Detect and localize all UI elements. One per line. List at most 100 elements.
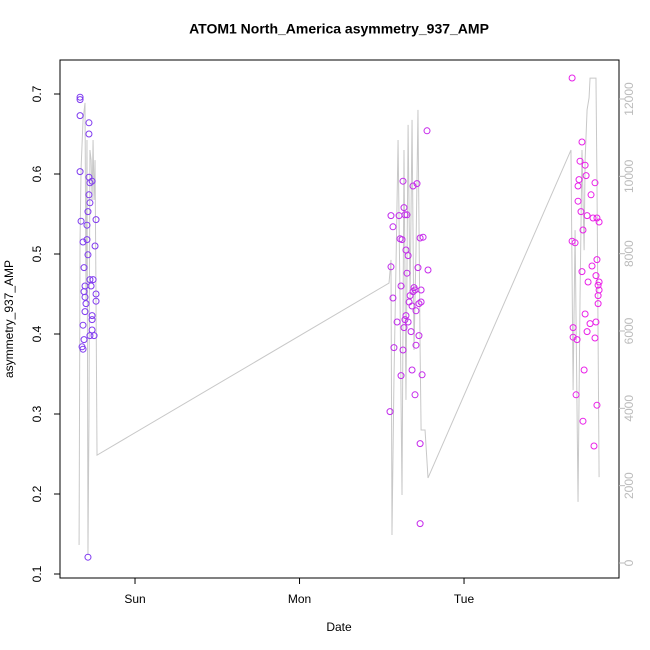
- point: [595, 278, 603, 286]
- point: [592, 272, 600, 280]
- point: [88, 312, 96, 320]
- point: [398, 236, 406, 244]
- point: [572, 391, 580, 399]
- point: [91, 242, 99, 250]
- point: [80, 264, 88, 272]
- y-tick-label: 0.1: [30, 565, 44, 582]
- point: [88, 177, 96, 185]
- point: [86, 332, 94, 340]
- point: [424, 266, 432, 274]
- point: [411, 391, 419, 399]
- point: [416, 440, 424, 448]
- point: [79, 345, 87, 353]
- y2-tick-label: 2000: [622, 472, 636, 499]
- point: [583, 212, 591, 220]
- point: [85, 130, 93, 138]
- point: [87, 282, 95, 290]
- point: [574, 182, 582, 190]
- plot-frame: [59, 59, 620, 579]
- point: [407, 328, 415, 336]
- point: [576, 157, 584, 165]
- point: [593, 256, 601, 264]
- point: [88, 316, 96, 324]
- x-tick-label: Sun: [124, 592, 145, 606]
- point: [416, 234, 424, 242]
- point: [81, 293, 89, 301]
- line: [78, 77, 600, 555]
- y-tick-label: 0.3: [30, 405, 44, 422]
- point: [583, 328, 591, 336]
- point: [577, 208, 585, 216]
- point: [416, 520, 424, 528]
- point: [412, 341, 420, 349]
- point: [76, 112, 84, 120]
- y2-tick-label: 4000: [622, 395, 636, 422]
- point: [586, 320, 594, 328]
- point: [92, 297, 100, 305]
- point: [83, 221, 91, 229]
- y2-tick-label: 8000: [622, 240, 636, 267]
- point: [574, 197, 582, 205]
- point: [417, 286, 425, 294]
- point: [569, 324, 577, 332]
- point: [414, 264, 422, 272]
- point: [412, 307, 420, 315]
- point: [409, 288, 417, 296]
- point: [402, 312, 410, 320]
- point: [419, 233, 427, 241]
- point: [578, 268, 586, 276]
- point: [581, 161, 589, 169]
- y2-tick-label: 10000: [622, 159, 636, 193]
- point: [399, 177, 407, 185]
- point: [594, 281, 602, 289]
- chart-title: ATOM1 North_America asymmetry_937_AMP: [189, 21, 489, 37]
- x-tick-label: Mon: [288, 592, 311, 606]
- point: [386, 408, 394, 416]
- point: [389, 223, 397, 231]
- point: [590, 442, 598, 450]
- point: [92, 216, 100, 224]
- point: [387, 263, 395, 271]
- point: [403, 211, 411, 219]
- point: [85, 191, 93, 199]
- point: [408, 366, 416, 374]
- point: [76, 93, 84, 101]
- point: [591, 334, 599, 342]
- point: [90, 332, 98, 340]
- point: [573, 336, 581, 344]
- y2-tick-label: 12000: [622, 82, 636, 116]
- y-tick-label: 0.5: [30, 245, 44, 262]
- point: [415, 332, 423, 340]
- y2-tick-label: 0: [622, 559, 636, 566]
- point: [418, 371, 426, 379]
- point: [423, 127, 431, 135]
- point: [581, 310, 589, 318]
- point: [578, 138, 586, 146]
- point: [86, 179, 94, 187]
- point: [79, 321, 87, 329]
- y-tick-label: 0.4: [30, 325, 44, 342]
- point: [387, 212, 395, 220]
- point: [594, 300, 602, 308]
- y-tick-label: 0.7: [30, 85, 44, 102]
- y-axis-label: asymmetry_937_AMP: [2, 260, 16, 378]
- point: [401, 211, 409, 219]
- point: [77, 217, 85, 225]
- y-tick-label: 0.6: [30, 165, 44, 182]
- point: [592, 318, 600, 326]
- point: [593, 214, 601, 222]
- point: [400, 324, 408, 332]
- point: [413, 180, 421, 188]
- point: [88, 326, 96, 334]
- point: [403, 269, 411, 277]
- point: [81, 308, 89, 316]
- point: [417, 298, 425, 306]
- point: [76, 168, 84, 176]
- point: [582, 172, 590, 180]
- point: [84, 553, 92, 561]
- point: [575, 176, 583, 184]
- point: [591, 179, 599, 187]
- point: [588, 262, 596, 270]
- point: [568, 74, 576, 82]
